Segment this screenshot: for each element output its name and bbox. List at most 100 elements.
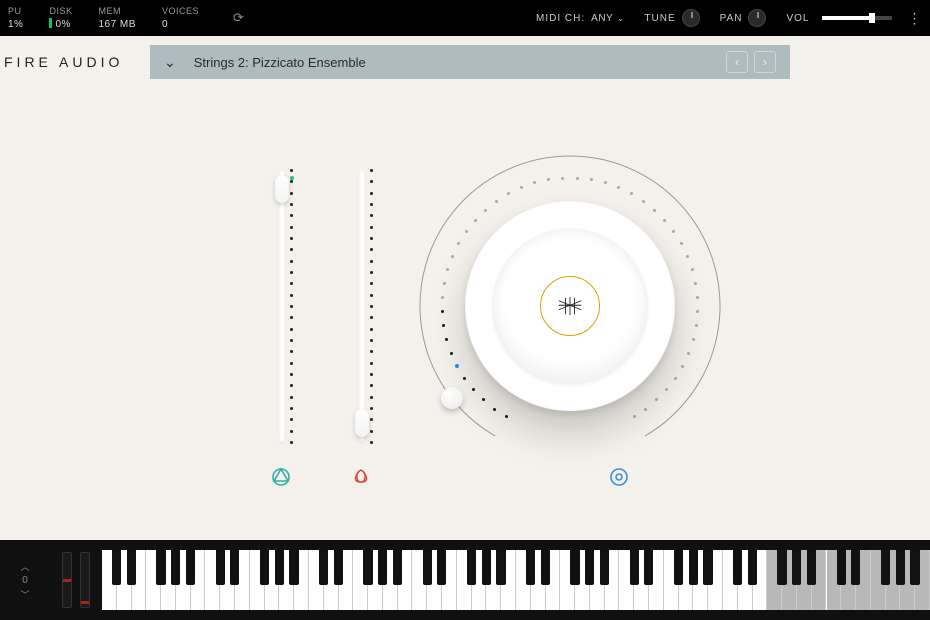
black-key[interactable] xyxy=(186,550,195,585)
black-key[interactable] xyxy=(482,550,491,585)
black-key[interactable] xyxy=(275,550,284,585)
top-bar: PU 1% DISK 0% MEM 167 MB VOICES 0 ⟳ MIDI… xyxy=(0,0,930,36)
black-key[interactable] xyxy=(674,550,683,585)
black-key[interactable] xyxy=(156,550,165,585)
black-key[interactable] xyxy=(837,550,846,585)
slider-1-track xyxy=(279,170,285,442)
piano-keyboard[interactable] xyxy=(102,550,930,610)
header-row: FIRE AUDIO ⌄ Strings 2: Pizzicato Ensemb… xyxy=(0,36,930,88)
black-key[interactable] xyxy=(334,550,343,585)
black-key[interactable] xyxy=(496,550,505,585)
voices-value: 0 xyxy=(162,18,199,31)
black-key[interactable] xyxy=(112,550,121,585)
black-key[interactable] xyxy=(216,550,225,585)
preset-name: Strings 2: Pizzicato Ensemble xyxy=(194,55,720,70)
mode-icon-2[interactable] xyxy=(350,466,372,488)
mem-label: MEM xyxy=(98,5,135,18)
black-key[interactable] xyxy=(423,550,432,585)
slider-2-dots xyxy=(370,170,374,442)
tune-label: TUNE xyxy=(644,13,675,24)
tune-control[interactable]: TUNE xyxy=(644,9,699,27)
pan-knob-icon[interactable] xyxy=(748,9,766,27)
knob-handle[interactable] xyxy=(441,387,463,409)
black-key[interactable] xyxy=(689,550,698,585)
vol-fill xyxy=(822,16,872,20)
mod-wheel-mark xyxy=(81,601,89,604)
octave-down-icon[interactable]: ﹀ xyxy=(20,588,29,601)
pitch-wheel-mark xyxy=(63,579,71,582)
black-key[interactable] xyxy=(807,550,816,585)
vol-slider[interactable] xyxy=(822,16,892,20)
black-key[interactable] xyxy=(777,550,786,585)
mem-stat: MEM 167 MB xyxy=(98,5,135,31)
black-key[interactable] xyxy=(526,550,535,585)
preset-next-button[interactable]: › xyxy=(754,51,776,73)
voices-label: VOICES xyxy=(162,5,199,18)
refresh-icon[interactable]: ⟳ xyxy=(233,10,244,26)
disk-stat: DISK 0% xyxy=(49,5,72,31)
knob-badge-icon xyxy=(540,276,600,336)
vol-label: VOL xyxy=(786,13,809,24)
black-key[interactable] xyxy=(378,550,387,585)
mode-icon-1[interactable] xyxy=(270,466,292,488)
mode-icons-row xyxy=(270,466,630,488)
pan-control[interactable]: PAN xyxy=(720,9,767,27)
black-key[interactable] xyxy=(600,550,609,585)
sliders-group xyxy=(270,170,374,442)
black-key[interactable] xyxy=(748,550,757,585)
mode-icon-3[interactable] xyxy=(608,466,630,488)
wheels-group xyxy=(50,540,102,620)
black-key[interactable] xyxy=(260,550,269,585)
preset-bar[interactable]: ⌄ Strings 2: Pizzicato Ensemble ‹ › xyxy=(150,45,790,79)
pitch-wheel[interactable] xyxy=(62,552,72,608)
slider-1-dots xyxy=(290,170,294,442)
disk-value: 0% xyxy=(49,18,72,31)
pan-label: PAN xyxy=(720,13,743,24)
black-key[interactable] xyxy=(127,550,136,585)
vol-thumb[interactable] xyxy=(869,13,875,23)
black-key[interactable] xyxy=(541,550,550,585)
midi-channel[interactable]: MIDI CH: ANY ⌄ xyxy=(536,13,624,24)
black-key[interactable] xyxy=(851,550,860,585)
preset-chevron-down-icon[interactable]: ⌄ xyxy=(164,54,176,71)
menu-dots-icon[interactable]: ⋮ xyxy=(908,10,923,27)
black-key[interactable] xyxy=(896,550,905,585)
black-key[interactable] xyxy=(393,550,402,585)
black-key[interactable] xyxy=(910,550,919,585)
slider-1-thumb[interactable] xyxy=(275,175,289,203)
black-key[interactable] xyxy=(171,550,180,585)
mem-value: 167 MB xyxy=(98,18,135,31)
slider-2-thumb[interactable] xyxy=(355,409,369,437)
black-key[interactable] xyxy=(644,550,653,585)
vol-control[interactable]: VOL xyxy=(786,13,891,24)
black-key[interactable] xyxy=(585,550,594,585)
black-key[interactable] xyxy=(230,550,239,585)
black-key[interactable] xyxy=(733,550,742,585)
black-key[interactable] xyxy=(467,550,476,585)
midi-label: MIDI CH: xyxy=(536,13,585,24)
black-key[interactable] xyxy=(437,550,446,585)
tune-knob-icon[interactable] xyxy=(682,9,700,27)
octave-up-icon[interactable]: ︿ xyxy=(20,560,29,573)
brand-logo: FIRE AUDIO xyxy=(0,54,150,70)
black-key[interactable] xyxy=(289,550,298,585)
mod-wheel[interactable] xyxy=(80,552,90,608)
black-key[interactable] xyxy=(319,550,328,585)
black-key[interactable] xyxy=(792,550,801,585)
slider-2[interactable] xyxy=(350,170,374,442)
midi-value: ANY xyxy=(591,13,613,24)
voices-stat: VOICES 0 xyxy=(162,5,199,31)
cpu-value: 1% xyxy=(8,18,23,31)
octave-stepper[interactable]: ︿ 0 ﹀ xyxy=(0,540,50,620)
cpu-label: PU xyxy=(8,5,23,18)
black-key[interactable] xyxy=(570,550,579,585)
big-knob[interactable] xyxy=(410,146,730,466)
black-key[interactable] xyxy=(703,550,712,585)
preset-prev-button[interactable]: ‹ xyxy=(726,51,748,73)
black-key[interactable] xyxy=(630,550,639,585)
black-key[interactable] xyxy=(363,550,372,585)
disk-label: DISK xyxy=(49,5,72,18)
slider-1[interactable] xyxy=(270,170,294,442)
cpu-stat: PU 1% xyxy=(8,5,23,31)
black-key[interactable] xyxy=(881,550,890,585)
